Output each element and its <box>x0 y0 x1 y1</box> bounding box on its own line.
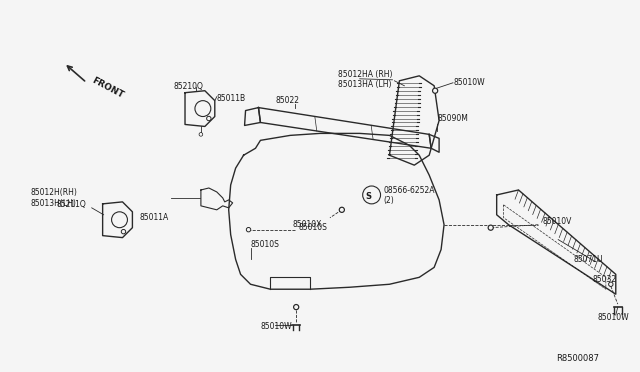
Text: 85012H(RH): 85012H(RH) <box>30 189 77 198</box>
Text: 85211Q: 85211Q <box>57 201 87 209</box>
Text: 85013H(LH): 85013H(LH) <box>30 199 76 208</box>
Circle shape <box>434 90 436 92</box>
Circle shape <box>208 118 210 119</box>
Text: (2): (2) <box>383 196 394 205</box>
Text: 85010X: 85010X <box>292 220 321 229</box>
Text: 85012HA (RH): 85012HA (RH) <box>338 70 392 79</box>
Circle shape <box>340 209 343 211</box>
Text: 85010V: 85010V <box>542 217 572 226</box>
Text: S: S <box>365 192 371 201</box>
Text: 85022: 85022 <box>275 96 300 105</box>
Text: 85210Q: 85210Q <box>173 82 203 91</box>
Circle shape <box>200 133 202 136</box>
Text: 08566-6252A: 08566-6252A <box>383 186 435 195</box>
Text: FRONT: FRONT <box>90 76 125 100</box>
Circle shape <box>122 231 124 232</box>
Text: 85010W: 85010W <box>598 312 630 321</box>
Circle shape <box>207 116 211 121</box>
Circle shape <box>246 228 250 232</box>
Circle shape <box>339 207 344 212</box>
Circle shape <box>609 282 612 286</box>
Text: 85011B: 85011B <box>217 94 246 103</box>
Text: 85010S: 85010S <box>298 223 327 232</box>
Circle shape <box>488 225 493 230</box>
Text: 85071U: 85071U <box>573 255 603 264</box>
Circle shape <box>200 134 202 135</box>
Circle shape <box>248 229 250 231</box>
Circle shape <box>433 88 438 93</box>
Text: R8500087: R8500087 <box>556 354 599 363</box>
Text: 85011A: 85011A <box>140 213 168 222</box>
Text: 85010W: 85010W <box>454 78 486 87</box>
Text: 85010W: 85010W <box>260 323 292 331</box>
Circle shape <box>610 283 612 285</box>
Text: 85010S: 85010S <box>250 240 280 249</box>
Text: 85090M: 85090M <box>437 114 468 123</box>
Circle shape <box>295 306 298 308</box>
Circle shape <box>490 227 492 229</box>
Text: 85013HA (LH): 85013HA (LH) <box>338 80 392 89</box>
Text: 85032: 85032 <box>593 275 617 284</box>
Circle shape <box>122 230 125 234</box>
Circle shape <box>294 305 299 310</box>
